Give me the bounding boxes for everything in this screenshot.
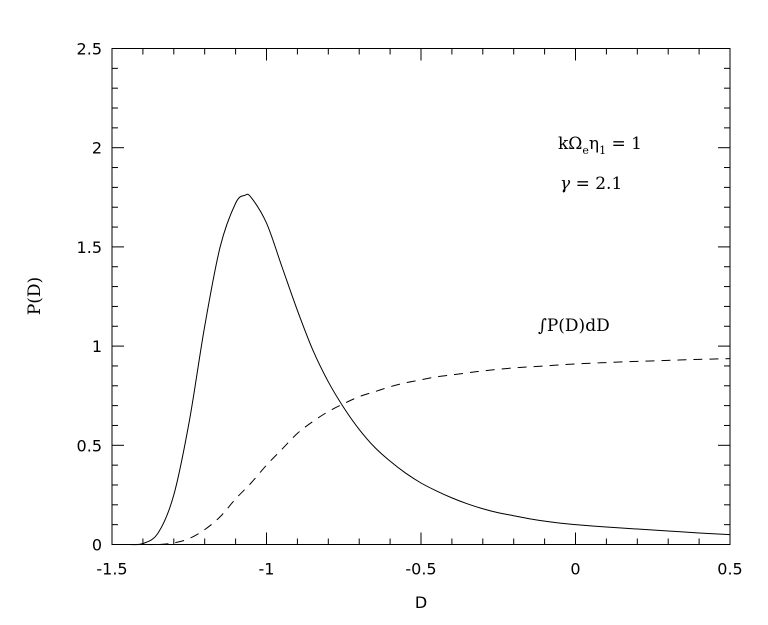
y-tick-label: 0.5 (77, 436, 102, 455)
series-group (127, 193, 731, 546)
dashed-series-label: ∫P(D)dD (538, 316, 610, 336)
x-tick-labels: -1.5 -1 -0.5 0 0.5 (96, 560, 742, 579)
series-line-pdf-solid (127, 193, 731, 546)
x-axis-label: D (415, 593, 427, 612)
y-tick-label: 1.5 (77, 238, 102, 257)
x-tick-label: 0.5 (717, 560, 742, 579)
integral-symbol: ∫ (538, 316, 547, 336)
y-axis-label: P(D) (25, 277, 45, 315)
annotation-gamma-value: = 2.1 (570, 174, 622, 194)
annotation-eta: η (589, 134, 599, 154)
dashed-series-label-text: P(D)dD (547, 316, 610, 336)
annotation-sub-e: e (582, 144, 589, 157)
plot-frame (111, 48, 731, 545)
series-line-cumulative-dashed (127, 358, 731, 546)
y-tick-label: 2 (92, 139, 102, 158)
annotation-gamma: γ (560, 174, 571, 194)
x-tick-label: 0 (570, 560, 580, 579)
y-tick-label: 0 (92, 536, 102, 555)
annotation-k-omega: kΩ (558, 134, 582, 154)
x-tick-label: -1 (259, 560, 275, 579)
y-tick-labels: 0 0.5 1 1.5 2 2.5 (77, 40, 102, 555)
x-tick-label: -0.5 (405, 560, 436, 579)
y-tick-label: 1 (92, 337, 102, 356)
annotation-parameter-k-omega-eta: kΩeη1 = 1 (558, 134, 642, 157)
annotation-parameter-gamma: γ = 2.1 (560, 174, 622, 194)
y-tick-label: 2.5 (77, 40, 102, 59)
annotation-sub-1: 1 (599, 144, 606, 157)
tick-marks (111, 48, 731, 545)
x-tick-label: -1.5 (96, 560, 127, 579)
annotation-param1-value: = 1 (606, 134, 642, 154)
